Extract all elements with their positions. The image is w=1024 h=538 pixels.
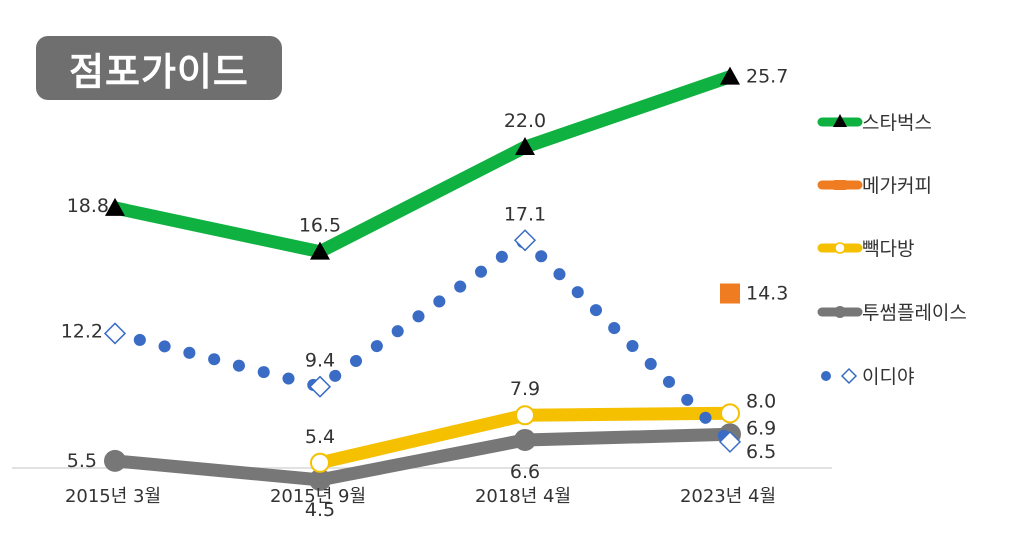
legend-marker: [834, 180, 846, 190]
series-1-point: [720, 283, 740, 304]
series-0-line: [113, 70, 733, 259]
series-1-data-label: 14.3: [746, 283, 788, 305]
legend-label: 메가커피: [862, 175, 932, 197]
x-tick-labels: 2015년 3월 2015년 9월 2018년 4월 2023년 4월: [65, 486, 776, 507]
series-3-data-label: 6.9: [746, 417, 776, 439]
x-tick-label: 2015년 9월: [270, 486, 366, 507]
x-tick-label: 2018년 4월: [475, 486, 571, 507]
labels-layer: 5.5 4.5 6.6 6.9 5.4 7.9 8.0 12.2 9.4 17.1 6.5 18.8 1…: [61, 66, 789, 521]
legend-label: 투썸플레이스: [862, 302, 967, 324]
series-0-data-label: 16.5: [299, 215, 341, 237]
series-2-point: [310, 452, 330, 473]
series-0-data-label: 25.7: [746, 66, 788, 88]
legend-item: 스타벅스: [817, 112, 932, 134]
x-tick-label: 2015년 3월: [65, 486, 161, 507]
guide-badge: 점포가이드: [36, 36, 282, 100]
series-3-data-label: 5.5: [67, 450, 97, 472]
series-2-point: [720, 403, 740, 424]
legend-label: 이디야: [862, 366, 914, 388]
legend-item: 투썸플레이스: [817, 302, 967, 324]
series-3-line: [114, 427, 731, 487]
legend-item: 이디야: [821, 366, 914, 388]
series-0-data-label: 18.8: [67, 195, 109, 217]
series-4-point: [718, 430, 742, 453]
series-2-data-label: 5.4: [305, 426, 335, 448]
legend-swatch: [821, 371, 831, 381]
legend-label: 빽다방: [862, 238, 914, 260]
series-0-data-label: 22.0: [504, 110, 546, 132]
series-3-point: [514, 428, 536, 451]
legend-marker: [840, 367, 858, 385]
legend-marker: [833, 114, 847, 127]
series-0-point: [310, 241, 330, 260]
series-layer: [103, 66, 742, 491]
x-tick-label: 2023년 4월: [680, 486, 776, 507]
legend-item: 메가커피: [817, 175, 932, 197]
series-2-data-label: 8.0: [746, 390, 776, 412]
legend-marker: [834, 242, 846, 254]
series-3-point: [309, 468, 331, 491]
series-4-line: [109, 232, 736, 448]
series-4-point: [308, 375, 332, 398]
series-0-point: [105, 197, 125, 216]
series-3-data-label: 4.5: [305, 499, 335, 521]
series-3-data-label: 6.6: [510, 461, 540, 483]
series-4-data-label: 12.2: [61, 320, 103, 342]
series-4-data-label: 6.5: [746, 441, 776, 463]
series-4-point: [103, 322, 127, 345]
series-3-point: [104, 449, 126, 472]
legend-marker: [834, 306, 846, 318]
series-0-point: [515, 137, 535, 156]
series-4-data-label: 9.4: [305, 350, 335, 372]
legend-item: 빽다방: [817, 238, 914, 260]
series-2-point: [515, 405, 535, 426]
legend-label: 스타벅스: [862, 112, 932, 134]
guide-badge-label: 점포가이드: [69, 49, 249, 94]
series-4-point: [513, 229, 537, 252]
series-4-data-label: 17.1: [504, 203, 546, 225]
series-0-point: [720, 66, 740, 85]
series-2-data-label: 7.9: [510, 378, 540, 400]
